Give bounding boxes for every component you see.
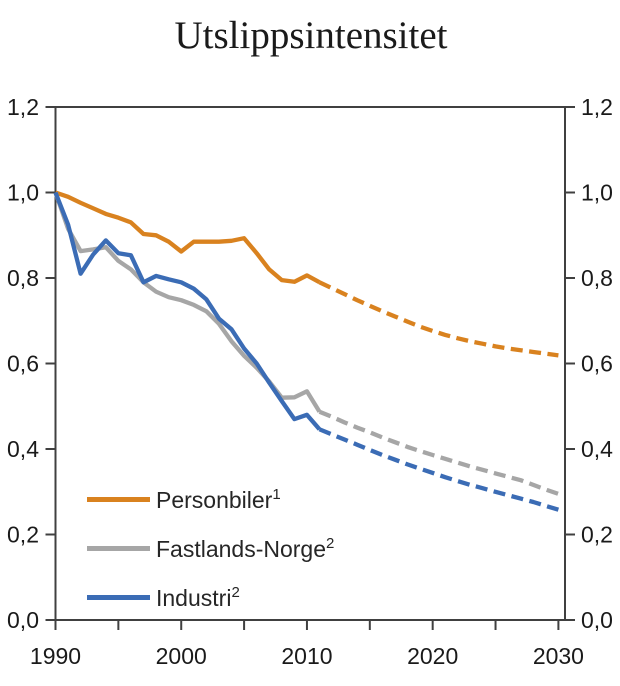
chart-title: Utslippsintensitet xyxy=(175,14,448,57)
x-axis: 1990 2000 2010 2020 2030 xyxy=(30,620,584,669)
series-industri-dashed xyxy=(318,427,560,512)
legend-item-personbiler: Personbiler1 xyxy=(87,486,281,513)
legend-item-fastlands-norge: Fastlands-Norge2 xyxy=(87,535,334,562)
legend-label-fastlands-norge: Fastlands-Norge2 xyxy=(156,535,334,562)
x-axis-label: 2000 xyxy=(156,643,207,669)
y-axis-label-right: 1,2 xyxy=(581,94,613,120)
y-axis-label-left: 0,6 xyxy=(7,351,39,377)
y-axis-left: 0,0 0,2 0,4 0,6 0,8 1,0 1,2 xyxy=(7,94,56,633)
legend-label-personbiler: Personbiler1 xyxy=(156,486,281,513)
y-axis-label-right: 0,0 xyxy=(581,607,613,633)
x-axis-label: 2020 xyxy=(407,643,458,669)
legend-item-industri: Industri2 xyxy=(87,584,240,611)
y-axis-label-right: 0,2 xyxy=(581,522,613,548)
y-axis-label-right: 0,8 xyxy=(581,265,613,291)
x-axis-label: 1990 xyxy=(30,643,81,669)
y-axis-right: 0,0 0,2 0,4 0,6 0,8 1,0 1,2 xyxy=(565,94,613,633)
series-fastlands-norge-solid xyxy=(53,191,322,413)
y-axis-label-left: 0,8 xyxy=(7,265,39,291)
legend: Personbiler1 Fastlands-Norge2 Industri2 xyxy=(87,486,334,611)
x-axis-label: 2010 xyxy=(281,643,332,669)
y-axis-label-right: 1,0 xyxy=(581,180,613,206)
series-fastlands-norge-dashed xyxy=(318,409,560,496)
y-axis-label-left: 0,2 xyxy=(7,522,39,548)
series-lines xyxy=(53,190,560,512)
series-personbiler-dashed xyxy=(318,280,559,358)
y-axis-label-left: 1,2 xyxy=(7,94,39,120)
y-axis-label-left: 1,0 xyxy=(7,180,39,206)
series-industri-solid xyxy=(53,191,322,431)
series-personbiler-solid xyxy=(54,190,321,285)
y-axis-label-right: 0,4 xyxy=(581,436,613,462)
legend-label-industri: Industri2 xyxy=(156,584,240,611)
y-axis-label-left: 0,4 xyxy=(7,436,39,462)
x-axis-label: 2030 xyxy=(533,643,584,669)
y-axis-label-right: 0,6 xyxy=(581,351,613,377)
y-axis-label-left: 0,0 xyxy=(7,607,39,633)
